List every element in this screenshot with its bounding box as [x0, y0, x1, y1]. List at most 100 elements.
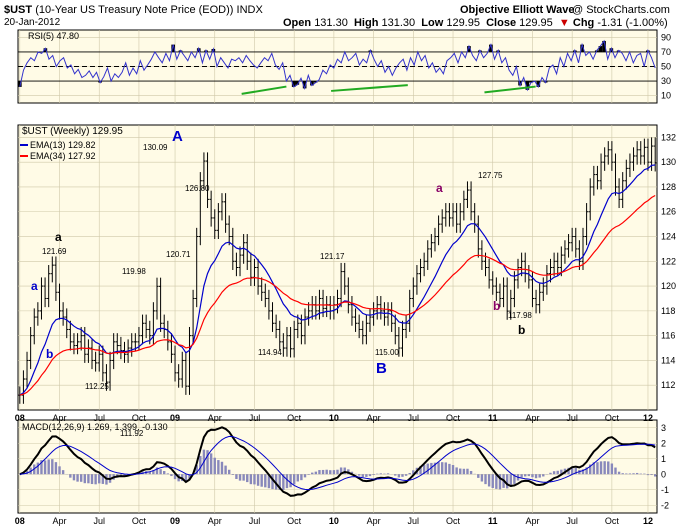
- macd-histogram-bar: [361, 474, 364, 478]
- macd-histogram-bar: [589, 464, 592, 475]
- wave-annotation: b: [46, 347, 53, 361]
- macd-histogram-bar: [256, 474, 260, 486]
- macd-histogram-bar: [484, 474, 487, 485]
- macd-histogram-bar: [531, 474, 534, 478]
- macd-panel: [17, 419, 658, 514]
- macd-histogram-bar: [552, 471, 556, 475]
- rsi-title: RSI(5) 47.80: [28, 31, 79, 41]
- wave-annotation: 120.71: [166, 250, 191, 259]
- rsi-overbought-fill: [609, 48, 614, 52]
- macd-histogram-bar: [79, 474, 83, 482]
- macd-histogram-bar: [401, 474, 404, 477]
- rsi-oversold-fill: [313, 81, 318, 83]
- wave-annotation: a: [55, 230, 62, 244]
- macd-histogram-bar: [267, 474, 271, 489]
- macd-histogram-bar: [72, 474, 76, 481]
- macd-histogram-bar: [343, 467, 346, 475]
- macd-histogram-bar: [495, 474, 498, 489]
- price-x-tick-label: 08: [15, 413, 25, 423]
- macd-histogram-bar: [238, 474, 242, 481]
- credit-label: @ StockCharts.com: [572, 4, 670, 16]
- macd-histogram-bar: [477, 474, 480, 478]
- price-x-tick-label: Oct: [605, 413, 620, 423]
- macd-histogram-bar: [285, 474, 289, 489]
- macd-histogram-bar: [444, 462, 448, 475]
- macd-x-tick-label: 11: [488, 516, 498, 526]
- macd-histogram-bar: [653, 474, 657, 477]
- macd-histogram-bar: [166, 473, 170, 475]
- macd-histogram-bar: [430, 462, 433, 475]
- macd-histogram-bar: [487, 474, 491, 487]
- macd-histogram-bar: [300, 474, 303, 481]
- macd-histogram-bar: [538, 474, 541, 478]
- macd-histogram-bar: [491, 474, 494, 489]
- macd-histogram-bar: [260, 474, 263, 487]
- macd-histogram-bar: [372, 474, 375, 475]
- macd-x-tick-label: Jul: [249, 516, 261, 526]
- macd-histogram-bar: [527, 474, 531, 477]
- ema13-line: [19, 164, 656, 396]
- macd-histogram-bar: [170, 474, 173, 477]
- price-tick-label: 122: [661, 256, 676, 266]
- macd-histogram-bar: [610, 463, 614, 475]
- macd-histogram-bar: [459, 468, 462, 475]
- macd-line: [19, 426, 656, 497]
- macd-histogram-bar: [520, 474, 523, 478]
- macd-histogram-bar: [603, 461, 606, 475]
- macd-tick-label: 0: [661, 469, 666, 479]
- macd-histogram-bar: [159, 469, 162, 475]
- ema13-legend: EMA(13) 129.82: [30, 140, 96, 150]
- macd-histogram-bar: [419, 466, 422, 475]
- date-label: 20-Jan-2012: [4, 17, 61, 28]
- macd-histogram-bar: [292, 474, 296, 485]
- macd-histogram-bar: [408, 473, 411, 475]
- macd-histogram-bar: [253, 474, 256, 485]
- macd-x-tick-label: 09: [170, 516, 180, 526]
- macd-histogram-bar: [188, 474, 191, 479]
- macd-histogram-bar: [599, 461, 603, 475]
- macd-histogram-bar: [90, 474, 94, 485]
- price-x-tick-label: Apr: [208, 413, 222, 423]
- rsi-oversold-fill: [295, 81, 300, 85]
- macd-histogram-bar: [617, 471, 621, 475]
- macd-histogram-bar: [357, 474, 361, 476]
- rsi-oversold-fill: [536, 81, 541, 87]
- high-label: High: [353, 17, 379, 29]
- macd-histogram-bar: [332, 470, 336, 475]
- wave-annotation: 127.75: [478, 171, 503, 180]
- macd-histogram-bar: [646, 474, 650, 476]
- macd-histogram-bar: [596, 462, 599, 475]
- macd-histogram-bar: [542, 474, 545, 477]
- macd-histogram-bar: [448, 463, 451, 475]
- macd-histogram-bar: [94, 474, 97, 485]
- macd-histogram-bar: [336, 469, 339, 475]
- macd-histogram-bar: [148, 471, 151, 475]
- macd-histogram-bar: [274, 474, 278, 490]
- macd-title: MACD(12,26,9) 1.269, 1.399, -0.130: [22, 422, 168, 432]
- macd-histogram-bar: [314, 471, 318, 475]
- macd-tick-label: 2: [661, 438, 666, 448]
- wave-annotation: B: [376, 360, 387, 377]
- macd-x-tick-label: Apr: [53, 516, 67, 526]
- ohlc-readout: Open 131.30 High 131.30 Low 129.95 Close…: [283, 17, 668, 29]
- watermark-label: Objective Elliott Wave: [460, 4, 575, 16]
- macd-histogram-bar: [556, 470, 559, 475]
- macd-histogram-bar: [101, 474, 105, 484]
- price-x-tick-label: 11: [488, 413, 498, 423]
- macd-histogram-bar: [217, 460, 220, 475]
- macd-histogram-bar: [462, 468, 466, 475]
- macd-histogram-bar: [249, 474, 253, 485]
- macd-histogram-bar: [614, 467, 617, 475]
- macd-histogram-bar: [592, 462, 596, 475]
- ema34-line: [19, 194, 656, 396]
- macd-histogram-bar: [54, 462, 58, 475]
- macd-histogram-bar: [25, 470, 29, 475]
- macd-histogram-bar: [574, 468, 577, 475]
- macd-histogram-bar: [213, 457, 216, 475]
- close-value: 129.95: [519, 17, 553, 29]
- ema34-legend: EMA(34) 127.92: [30, 151, 96, 161]
- macd-histogram-bar: [625, 473, 628, 475]
- low-label: Low: [421, 17, 444, 29]
- macd-histogram-bar: [635, 472, 639, 475]
- symbol-label: $UST: [4, 4, 33, 16]
